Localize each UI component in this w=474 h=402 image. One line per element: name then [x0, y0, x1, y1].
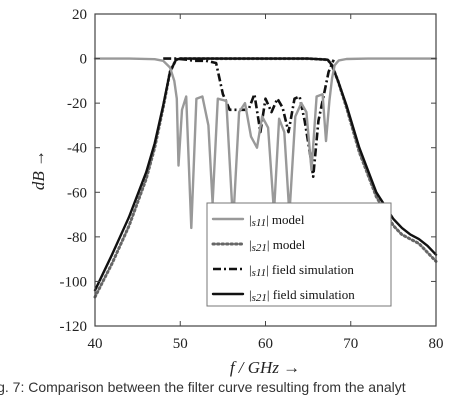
- y-tick-label: -60: [67, 185, 87, 201]
- y-tick-label: -20: [67, 96, 87, 112]
- y-tick-label: 0: [80, 52, 88, 68]
- x-tick-label: 40: [88, 336, 103, 352]
- legend-items: |s11| model |s21| model |s11| field simula…: [211, 212, 355, 304]
- x-tick-label: 70: [343, 336, 358, 352]
- x-tick-label: 60: [258, 336, 273, 352]
- y-tick-label: -80: [67, 230, 87, 246]
- ticks-layer: 40 50 60 70 80 20 0 -20 -40 -60 -80 -100 -120: [60, 7, 444, 352]
- y-tick-label: -40: [67, 141, 87, 157]
- y-tick-label: 20: [72, 7, 87, 23]
- y-tick-label: -100: [60, 274, 88, 290]
- y-axis-label: dB →: [29, 150, 48, 190]
- x-axis-label: f / GHz →: [230, 358, 300, 377]
- y-tick-label: -120: [60, 319, 88, 335]
- x-tick-label: 50: [173, 336, 188, 352]
- series-line-2: [163, 57, 335, 178]
- figure-caption: ig. 7: Comparison between the filter cur…: [0, 379, 406, 395]
- legend-entry-3: |s21| field simulation: [249, 287, 355, 304]
- series-line-0: [93, 57, 438, 230]
- x-tick-label: 80: [429, 336, 444, 352]
- curves-layer: [93, 57, 438, 299]
- legend-entry-0: |s11| model: [249, 212, 305, 229]
- legend-entry-2: |s11| field simulation: [249, 262, 354, 279]
- legend-entry-1: |s21| model: [249, 237, 306, 254]
- legend: |s11| model |s21| model |s11| field simula…: [206, 202, 392, 307]
- series-line-3: [93, 57, 438, 292]
